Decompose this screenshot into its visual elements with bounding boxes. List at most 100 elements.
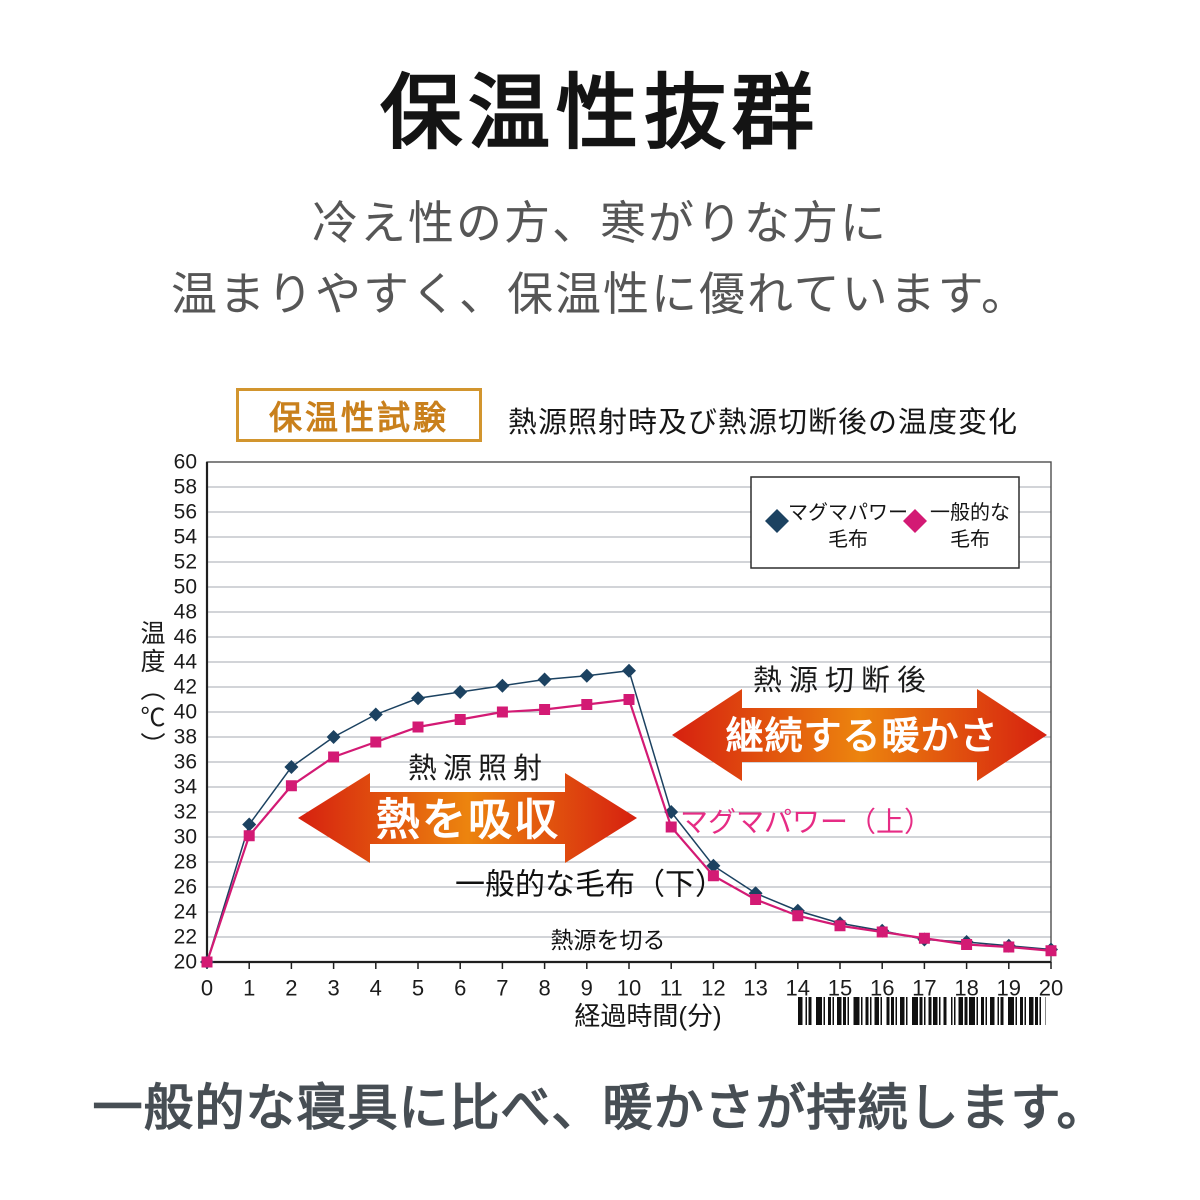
phase2-label: 熱源切断後 bbox=[753, 664, 933, 697]
data-point-square bbox=[961, 939, 973, 950]
data-point-diamond bbox=[579, 668, 594, 683]
x-tick-label: 17 bbox=[912, 976, 936, 1001]
data-point-diamond bbox=[242, 817, 257, 832]
data-point-square bbox=[201, 956, 213, 968]
data-point-square bbox=[496, 706, 508, 718]
data-point-diamond bbox=[495, 678, 510, 693]
temperature-chart: 0 1 2 3 4 5 6 7 8 9 10 11 12 13 14 15 16 17 18 19 20 20 22 24 26… bbox=[120, 440, 1100, 1040]
y-tick-label: 36 bbox=[174, 751, 197, 774]
legend-label-line1: 一般的な bbox=[930, 501, 1010, 524]
y-tick-label: 24 bbox=[174, 901, 198, 924]
data-point-diamond bbox=[622, 663, 636, 678]
y-tick-label: 52 bbox=[174, 551, 197, 574]
data-point-square bbox=[328, 751, 340, 763]
x-tick-label: 9 bbox=[581, 976, 593, 1001]
series-general-blanket bbox=[201, 694, 1057, 968]
legend-label-line2: 毛布 bbox=[950, 528, 990, 551]
y-tick-label: 20 bbox=[174, 951, 197, 974]
sustained-warmth-arrow bbox=[672, 689, 1047, 781]
heat-cutoff-label: 熱源を切る bbox=[551, 927, 666, 953]
x-tick-label: 18 bbox=[954, 976, 978, 1001]
data-point-square bbox=[454, 714, 466, 725]
x-tick-label: 7 bbox=[496, 976, 508, 1001]
data-point-diamond bbox=[368, 707, 383, 722]
sustained-warmth-arrow-text: 継続する暖かさ bbox=[725, 716, 998, 758]
barcode bbox=[798, 997, 1046, 1025]
legend-label-line1: マグマパワー bbox=[788, 501, 908, 524]
y-axis-title: 温度（℃） bbox=[137, 620, 165, 760]
data-point-square bbox=[750, 894, 762, 905]
y-tick-label: 40 bbox=[174, 701, 197, 724]
data-point-square bbox=[834, 920, 846, 932]
legend-marker-diamond bbox=[765, 509, 789, 533]
data-point-square bbox=[665, 821, 677, 833]
y-tick-label: 30 bbox=[174, 826, 197, 849]
data-point-diamond bbox=[284, 760, 299, 774]
x-tick-label: 3 bbox=[327, 976, 339, 1001]
data-point-square bbox=[539, 704, 551, 715]
y-tick-label: 32 bbox=[174, 801, 197, 824]
data-point-square bbox=[285, 780, 297, 792]
legend-marker-diamond bbox=[903, 509, 927, 533]
y-tick-label: 58 bbox=[174, 476, 197, 499]
y-tick-label: 38 bbox=[174, 726, 197, 749]
y-tick-label: 34 bbox=[174, 776, 198, 799]
temperature-chart-svg: 0 1 2 3 4 5 6 7 8 9 10 11 12 13 14 15 16 17 18 19 2020222426… bbox=[174, 451, 1064, 1032]
x-tick-label: 6 bbox=[454, 976, 466, 1001]
x-axis: 0 1 2 3 4 5 6 7 8 9 10 11 12 13 14 15 16 17 18 19 20 bbox=[201, 962, 1063, 1001]
x-tick-label: 4 bbox=[370, 976, 382, 1001]
y-tick-label: 22 bbox=[174, 926, 197, 949]
data-point-diamond bbox=[706, 858, 721, 873]
subtitle-line-1: 冷え性の方、寒がりな方に bbox=[312, 198, 888, 249]
y-tick-label: 28 bbox=[174, 851, 197, 874]
y-tick-label: 56 bbox=[174, 501, 197, 524]
y-axis: 2022242628303234363840424446485052545658… bbox=[174, 451, 198, 974]
x-tick-label: 10 bbox=[617, 976, 641, 1001]
x-tick-label: 0 bbox=[201, 976, 213, 1001]
heat-absorb-arrow-text: 熱を吸収 bbox=[376, 796, 560, 845]
x-tick-label: 20 bbox=[1039, 976, 1063, 1001]
x-tick-label: 12 bbox=[701, 976, 725, 1001]
y-tick-label: 54 bbox=[174, 526, 198, 549]
heat-retention-test-badge: 保温性試験 bbox=[236, 388, 482, 442]
data-point-square bbox=[1045, 945, 1057, 957]
x-tick-label: 5 bbox=[412, 976, 424, 1001]
y-tick-label: 44 bbox=[174, 651, 198, 674]
data-point-square bbox=[707, 870, 719, 882]
data-point-diamond bbox=[537, 672, 552, 687]
magma-power-callout: マグマパワー（上） bbox=[680, 807, 932, 838]
chart-title: 熱源照射時及び熱源切断後の温度変化 bbox=[508, 407, 1019, 439]
y-tick-label: 26 bbox=[174, 876, 197, 899]
general-blanket-callout: 一般的な毛布（下） bbox=[455, 869, 725, 902]
x-tick-label: 11 bbox=[660, 976, 683, 1001]
legend-label-line2: 毛布 bbox=[828, 528, 868, 551]
x-tick-label: 1 bbox=[243, 976, 255, 1001]
data-point-square bbox=[876, 926, 888, 938]
data-point-diamond bbox=[453, 685, 468, 699]
x-tick-label: 2 bbox=[285, 976, 297, 1001]
x-tick-label: 15 bbox=[828, 976, 852, 1001]
y-tick-label: 42 bbox=[174, 676, 197, 699]
x-tick-label: 8 bbox=[538, 976, 550, 1001]
phase1-label: 熱源照射 bbox=[408, 752, 548, 785]
data-point-diamond bbox=[411, 691, 425, 706]
data-point-diamond bbox=[326, 730, 341, 744]
bottom-caption: 一般的な寝具に比べ、暖かさが持続します。 bbox=[92, 1080, 1108, 1136]
legend-box bbox=[750, 476, 1020, 569]
page-subtitle: 冷え性の方、寒がりな方に 温まりやすく、保温性に優れています。 bbox=[0, 188, 1200, 330]
data-point-square bbox=[1003, 941, 1015, 953]
x-tick-label: 13 bbox=[743, 976, 767, 1001]
y-tick-label: 50 bbox=[174, 576, 197, 599]
y-tick-label: 60 bbox=[174, 451, 197, 474]
x-axis-title: 経過時間(分) bbox=[574, 1001, 721, 1031]
page-title: 保温性抜群 bbox=[379, 68, 820, 159]
y-tick-label: 48 bbox=[174, 601, 197, 624]
data-point-square bbox=[918, 932, 930, 944]
x-tick-label: 16 bbox=[870, 976, 894, 1001]
data-point-square bbox=[370, 736, 382, 748]
y-tick-label: 46 bbox=[174, 626, 197, 649]
data-point-square bbox=[581, 699, 593, 710]
